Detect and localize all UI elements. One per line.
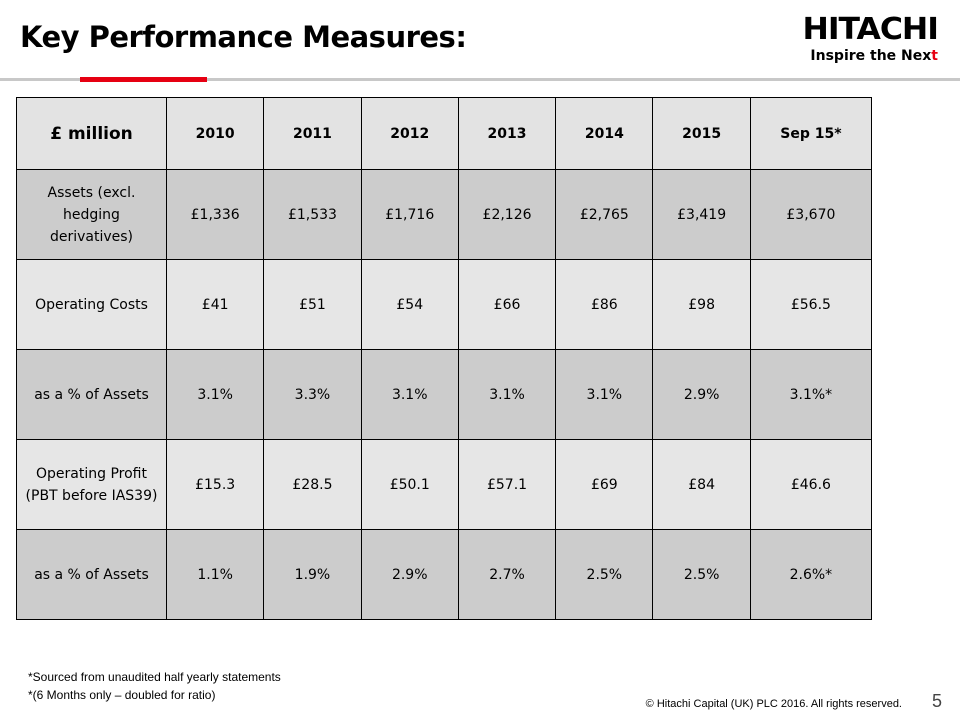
table-row: Assets (excl. hedging derivatives) £1,33… bbox=[16, 169, 873, 260]
column-header: 2012 bbox=[360, 97, 459, 170]
table-corner-header: £ million bbox=[16, 97, 167, 170]
row-label: as a % of Assets bbox=[16, 529, 167, 620]
table-row: as a % of Assets 1.1% 1.9% 2.9% 2.7% 2.5… bbox=[16, 529, 873, 620]
table-cell: £15.3 bbox=[165, 439, 265, 530]
table-cell: 3.1% bbox=[457, 349, 557, 440]
table-cell: 2.5% bbox=[555, 529, 654, 620]
table-cell: 2.5% bbox=[652, 529, 751, 620]
row-label: Operating Profit (PBT before IAS39) bbox=[16, 439, 167, 530]
table-cell: £1,716 bbox=[360, 169, 459, 260]
column-header: 2010 bbox=[165, 97, 265, 170]
table-cell: £66 bbox=[457, 259, 557, 350]
logo-tagline-end: t bbox=[931, 48, 938, 64]
table-cell: £86 bbox=[555, 259, 654, 350]
table-cell: £2,765 bbox=[555, 169, 654, 260]
table-cell: 3.1% bbox=[165, 349, 265, 440]
table-cell: 2.9% bbox=[360, 529, 459, 620]
copyright-notice: © Hitachi Capital (UK) PLC 2016. All rig… bbox=[645, 698, 902, 710]
logo-tagline: Inspire the Next bbox=[809, 48, 938, 64]
table-cell: 3.1% bbox=[360, 349, 459, 440]
table-cell: £28.5 bbox=[263, 439, 362, 530]
table-cell: £41 bbox=[165, 259, 265, 350]
row-label: Operating Costs bbox=[16, 259, 167, 350]
column-header: Sep 15* bbox=[749, 97, 873, 170]
header-divider bbox=[0, 78, 960, 81]
table-cell: £3,419 bbox=[652, 169, 751, 260]
row-label: as a % of Assets bbox=[16, 349, 167, 440]
table-cell: 2.9% bbox=[652, 349, 751, 440]
footnotes: *Sourced from unaudited half yearly stat… bbox=[28, 668, 281, 704]
column-header: 2011 bbox=[263, 97, 362, 170]
table-cell: £2,126 bbox=[457, 169, 557, 260]
table-cell: £1,336 bbox=[165, 169, 265, 260]
table-cell: 3.1% bbox=[555, 349, 654, 440]
footnote-2: *(6 Months only – doubled for ratio) bbox=[28, 688, 216, 702]
logo-wordmark: HITACHI bbox=[802, 12, 939, 47]
table-cell: 3.3% bbox=[263, 349, 362, 440]
footnote-1: *Sourced from unaudited half yearly stat… bbox=[28, 670, 281, 684]
page-title: Key Performance Measures: bbox=[20, 20, 467, 54]
table-header-row: £ million 2010 2011 2012 2013 2014 2015 … bbox=[16, 97, 873, 170]
column-header: 2013 bbox=[457, 97, 557, 170]
header-accent-bar bbox=[80, 77, 207, 82]
table-cell: £1,533 bbox=[263, 169, 362, 260]
table-cell: 2.7% bbox=[457, 529, 557, 620]
table-cell: £69 bbox=[555, 439, 654, 530]
kpi-table: £ million 2010 2011 2012 2013 2014 2015 … bbox=[16, 97, 873, 620]
column-header: 2014 bbox=[555, 97, 654, 170]
table-row: as a % of Assets 3.1% 3.3% 3.1% 3.1% 3.1… bbox=[16, 349, 873, 440]
table-cell: 1.9% bbox=[263, 529, 362, 620]
table-cell: 2.6%* bbox=[749, 529, 873, 620]
table-cell: £50.1 bbox=[360, 439, 459, 530]
table-cell: £51 bbox=[263, 259, 362, 350]
column-header: 2015 bbox=[652, 97, 751, 170]
table-cell: 3.1%* bbox=[749, 349, 873, 440]
table-cell: £46.6 bbox=[749, 439, 873, 530]
row-label: Assets (excl. hedging derivatives) bbox=[16, 169, 167, 260]
table-cell: £54 bbox=[360, 259, 459, 350]
table-row: Operating Profit (PBT before IAS39) £15.… bbox=[16, 439, 873, 530]
table-cell: £57.1 bbox=[457, 439, 557, 530]
logo-tagline-main: Inspire the Nex bbox=[810, 48, 932, 64]
table-cell: £3,670 bbox=[749, 169, 873, 260]
table-cell: £98 bbox=[652, 259, 751, 350]
hitachi-logo: HITACHI Inspire the Next bbox=[803, 14, 939, 65]
table-row: Operating Costs £41 £51 £54 £66 £86 £98 … bbox=[16, 259, 873, 350]
table-cell: £84 bbox=[652, 439, 751, 530]
page-number: 5 bbox=[931, 691, 942, 711]
table-cell: 1.1% bbox=[165, 529, 265, 620]
table-cell: £56.5 bbox=[749, 259, 873, 350]
